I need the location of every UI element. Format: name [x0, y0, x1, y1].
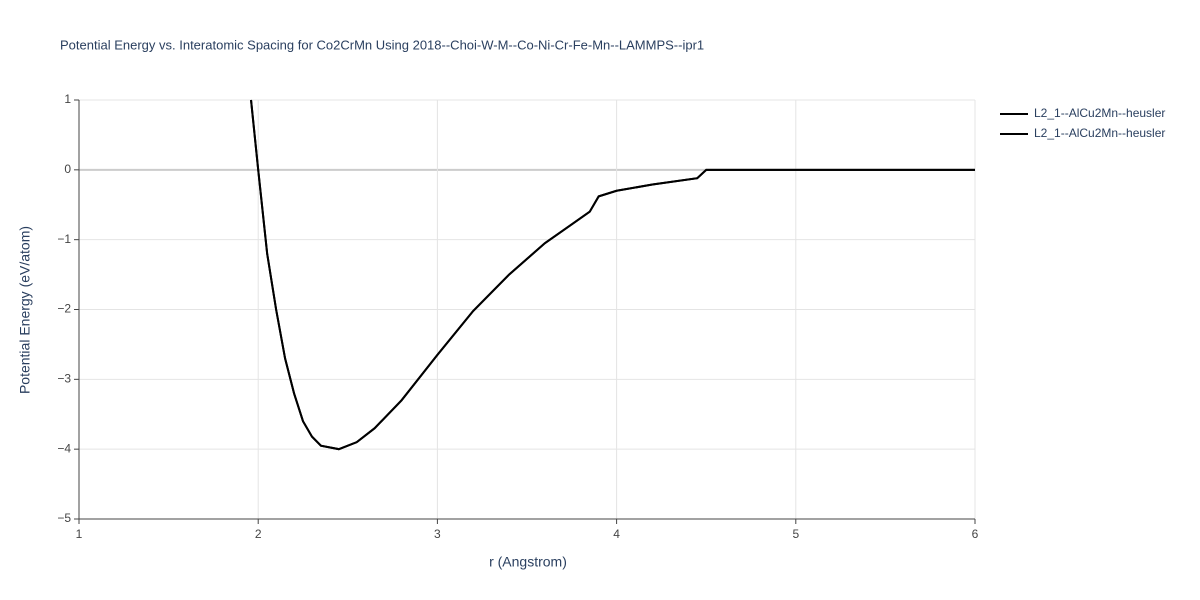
y-tick-label: −1 [57, 232, 71, 246]
x-tick-label: 1 [76, 527, 83, 541]
x-axis-title: r (Angstrom) [489, 554, 567, 570]
chart-title: Potential Energy vs. Interatomic Spacing… [60, 37, 704, 52]
legend-label: L2_1--AlCu2Mn--heusler [1034, 126, 1165, 140]
y-tick-label: −2 [57, 302, 71, 316]
x-tick-label: 3 [434, 527, 441, 541]
y-tick-label: 1 [64, 92, 71, 106]
legend-label: L2_1--AlCu2Mn--heusler [1034, 106, 1165, 120]
x-tick-label: 2 [255, 527, 262, 541]
y-tick-label: −5 [57, 511, 71, 525]
y-tick-label: −3 [57, 372, 71, 386]
x-tick-label: 6 [972, 527, 979, 541]
line [250, 99, 975, 451]
y-tick-label: −4 [57, 441, 71, 455]
x-tick-label: 4 [613, 527, 620, 541]
line [250, 99, 975, 451]
x-tick-label: 5 [792, 527, 799, 541]
y-tick-label: 0 [64, 162, 71, 176]
y-axis-title: Potential Energy (eV/atom) [17, 226, 33, 394]
